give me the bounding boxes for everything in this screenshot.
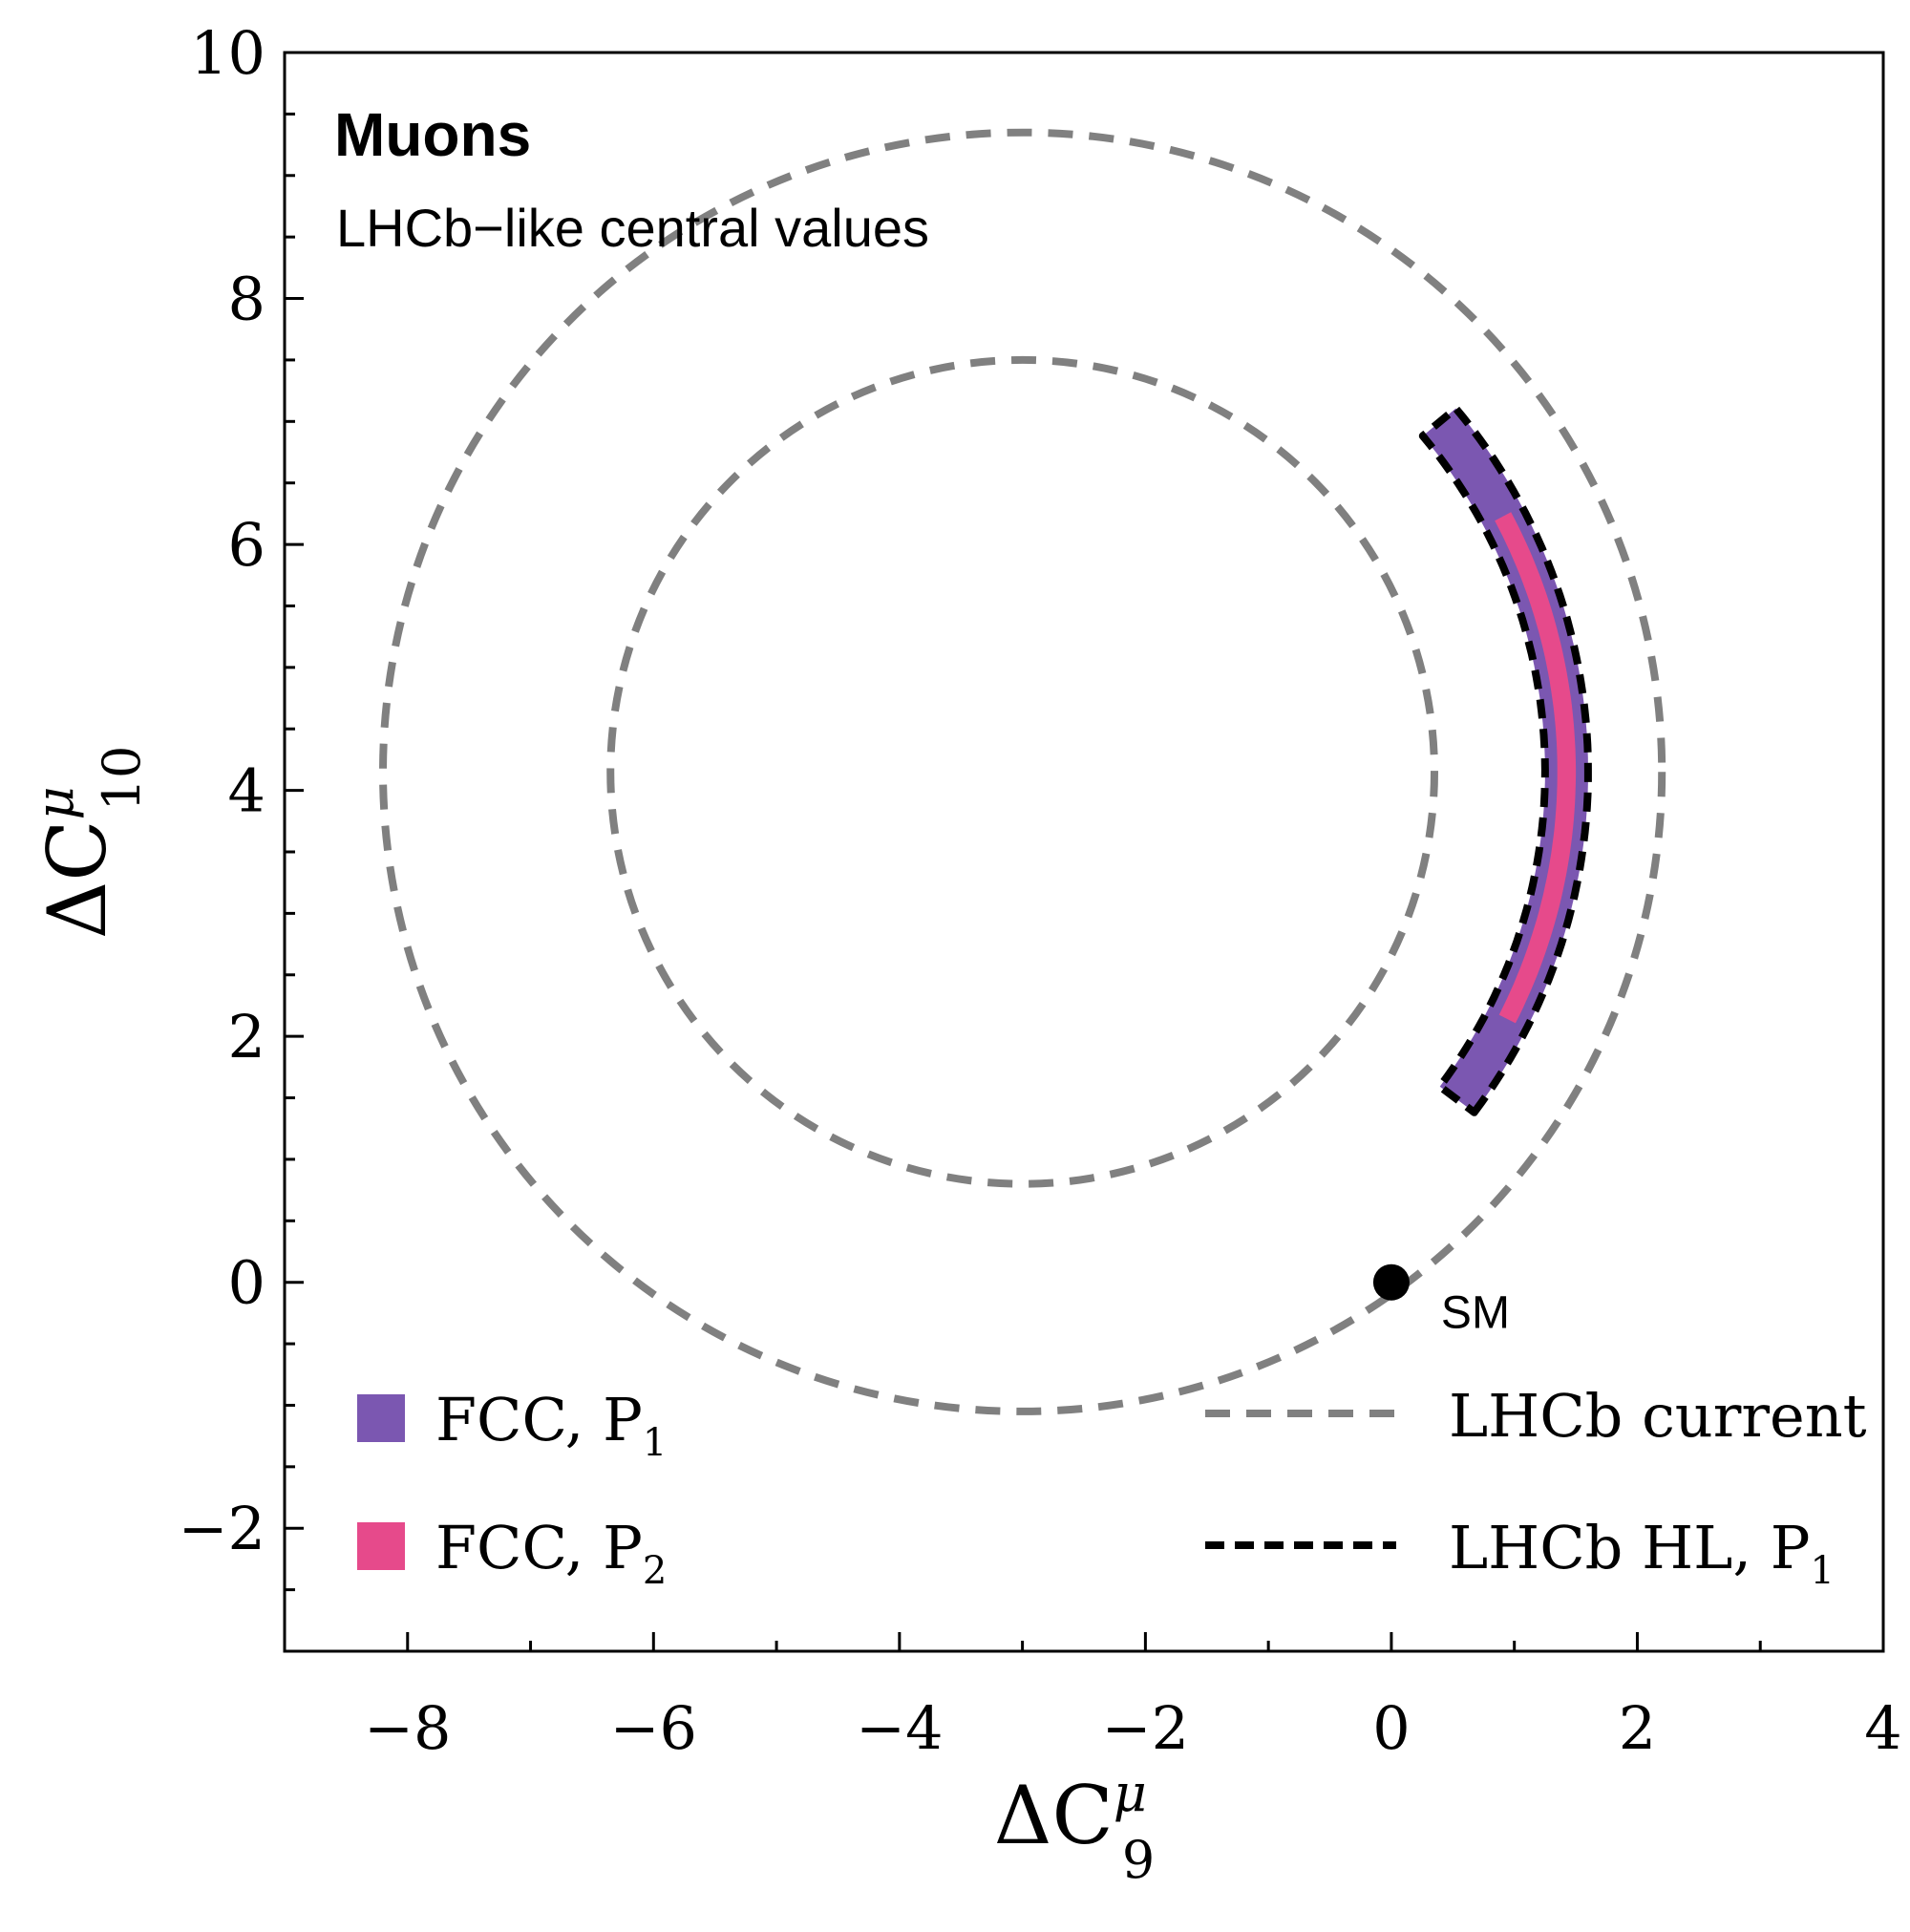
contour-regions xyxy=(379,128,1666,1415)
legend-label-right-2: LHCb HL, P1 xyxy=(1449,1513,1835,1593)
legend-swatch-2 xyxy=(357,1522,405,1570)
x-tick-label: −6 xyxy=(610,1693,697,1763)
legend-label-right-2-sub: 1 xyxy=(1810,1549,1834,1593)
legend-label-right-1-text: LHCb current xyxy=(1449,1381,1867,1451)
x-tick-label: 4 xyxy=(1864,1693,1901,1763)
x-axis-label: ΔCμ 9 xyxy=(994,1763,1155,1890)
legend-label-left-1: FCC, P1 xyxy=(435,1385,667,1465)
x-tick-label: 2 xyxy=(1619,1693,1656,1763)
x-tick-label: −4 xyxy=(856,1693,943,1763)
legend-label-left-1-text: FCC, P xyxy=(435,1385,643,1454)
legend-swatch-1 xyxy=(357,1394,405,1442)
series-fcc-p2 xyxy=(1495,512,1577,1024)
y-tick-label: −2 xyxy=(179,1494,265,1563)
series-lhcb-current-inner xyxy=(606,355,1438,1188)
chart-title: Muons xyxy=(334,100,531,169)
series-lhcb-current-outer xyxy=(379,128,1666,1415)
x-axis-label-main: ΔC xyxy=(994,1769,1114,1862)
tick-labels: −8 −6 −4 −2 0 2 4 −2 0 2 4 6 8 10 xyxy=(179,18,1902,1763)
y-tick-label: 6 xyxy=(228,510,265,580)
legend-label-left-2-text: FCC, P xyxy=(435,1513,643,1582)
x-axis-label-sub: 9 xyxy=(1122,1830,1155,1890)
axis-ticks xyxy=(283,51,1885,1653)
y-axis-label: ΔCμ 10 xyxy=(25,746,152,940)
y-axis-label-sub: 10 xyxy=(92,746,152,812)
y-tick-label: 2 xyxy=(228,1002,265,1072)
y-tick-label: 8 xyxy=(228,265,265,334)
sm-point-label: SM xyxy=(1441,1288,1510,1339)
series-lhcb-hl-p1 xyxy=(1418,404,1592,1116)
legend-label-left-1-sub: 1 xyxy=(643,1421,667,1465)
x-axis-label-sup: μ xyxy=(1114,1763,1147,1823)
chart-subtitle: LHCb−like central values xyxy=(336,198,929,258)
x-tick-label: 0 xyxy=(1372,1693,1410,1763)
legend-label-right-1: LHCb current xyxy=(1449,1381,1867,1451)
y-tick-label: 10 xyxy=(190,18,265,88)
y-tick-label: 4 xyxy=(228,756,265,826)
point-markers xyxy=(1372,1263,1410,1301)
y-axis-label-sup: μ xyxy=(25,786,85,819)
y-axis-label-main: ΔC xyxy=(31,819,124,939)
legend-label-right-2-text: LHCb HL, P xyxy=(1449,1513,1810,1582)
x-tick-label: −2 xyxy=(1102,1693,1189,1763)
x-tick-label: −8 xyxy=(364,1693,451,1763)
legend-right: LHCb current LHCb HL, P1 xyxy=(1205,1381,1867,1593)
legend-label-left-2-sub: 2 xyxy=(643,1549,667,1593)
y-tick-label: 0 xyxy=(228,1248,265,1318)
sm-point-marker xyxy=(1372,1263,1410,1301)
legend-label-left-2: FCC, P2 xyxy=(435,1513,667,1593)
